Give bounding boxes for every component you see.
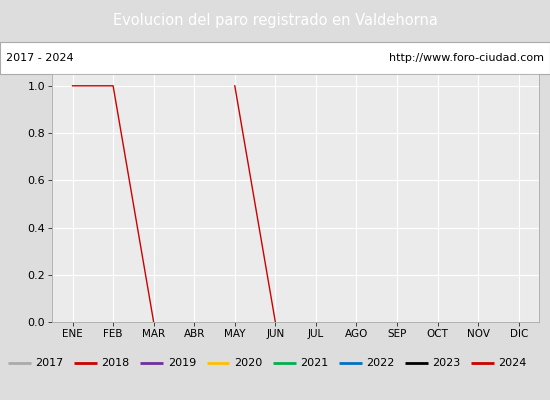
Text: 2021: 2021 (300, 358, 328, 368)
Text: 2023: 2023 (432, 358, 460, 368)
Text: 2018: 2018 (102, 358, 130, 368)
Text: Evolucion del paro registrado en Valdehorna: Evolucion del paro registrado en Valdeho… (113, 14, 437, 28)
Text: http://www.foro-ciudad.com: http://www.foro-ciudad.com (389, 53, 544, 63)
Text: 2024: 2024 (498, 358, 526, 368)
Text: 2017 - 2024: 2017 - 2024 (6, 53, 73, 63)
Text: 2019: 2019 (168, 358, 196, 368)
Text: 2017: 2017 (35, 358, 64, 368)
FancyBboxPatch shape (0, 42, 550, 74)
Text: 2020: 2020 (234, 358, 262, 368)
Text: 2022: 2022 (366, 358, 394, 368)
